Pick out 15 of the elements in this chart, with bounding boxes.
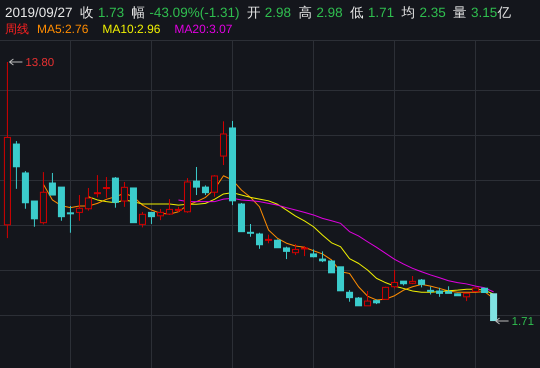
candlestick (220, 120, 227, 166)
annotation: 13.80 (25, 57, 54, 69)
chart-title: 2019/09/27 收 1.73 幅 -43.09%(-1.31) 开 2.98 高 2.98 低 1.71 均 2.35 量 3.15亿 (5, 5, 512, 20)
candlestick (4, 62, 11, 239)
candlestick (192, 166, 200, 196)
candlestick (102, 176, 110, 198)
candlestick (120, 181, 128, 208)
candlestick (76, 194, 83, 222)
text: MA5:2.76 (37, 22, 89, 36)
text: MA20:3.07 (174, 22, 233, 36)
candlestick (184, 178, 191, 214)
text: MA10:2.96 (102, 22, 161, 36)
chart-subtitle: 周线 (5, 22, 29, 36)
candlestick (66, 205, 74, 234)
text: 1.71 (512, 316, 534, 328)
